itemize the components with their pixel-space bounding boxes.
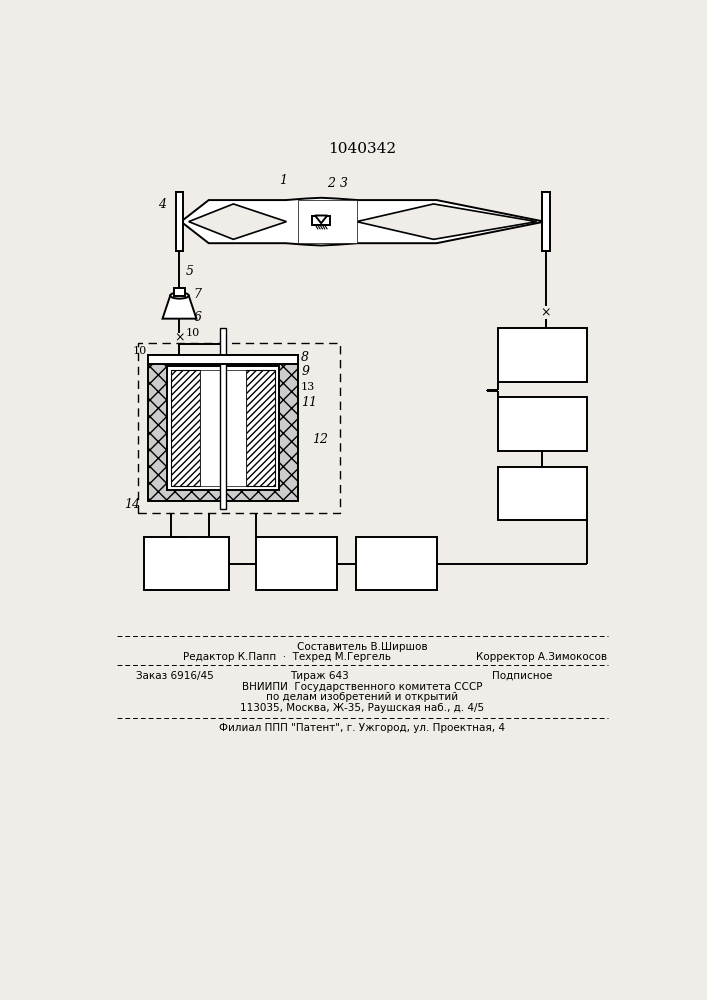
Bar <box>219 328 226 509</box>
Bar <box>498 397 587 451</box>
Text: 19: 19 <box>532 416 553 433</box>
Polygon shape <box>189 204 286 239</box>
Text: 18: 18 <box>532 485 553 502</box>
Text: 113035, Москва, Ж-35, Раушская наб., д. 4/5: 113035, Москва, Ж-35, Раушская наб., д. … <box>240 703 484 713</box>
Bar <box>175 192 183 251</box>
Text: ×: × <box>174 331 185 344</box>
Bar <box>148 355 298 364</box>
Polygon shape <box>163 296 197 319</box>
Bar <box>171 370 200 486</box>
Polygon shape <box>315 215 327 223</box>
Text: Редактор К.Папп  ·  Техред М.Гергель: Редактор К.Папп · Техред М.Гергель <box>182 652 390 662</box>
Bar <box>498 328 587 382</box>
Polygon shape <box>181 198 544 246</box>
Text: 16: 16 <box>285 555 306 572</box>
Polygon shape <box>356 204 537 239</box>
Text: 1: 1 <box>279 174 287 187</box>
Text: по делам изобретений и открытий: по делам изобретений и открытий <box>266 692 458 702</box>
Bar <box>167 366 279 490</box>
Text: 5: 5 <box>186 265 194 278</box>
Bar <box>256 537 337 590</box>
Text: 11: 11 <box>301 396 317 409</box>
Text: 20: 20 <box>532 346 553 363</box>
Text: 6: 6 <box>193 311 201 324</box>
Bar <box>200 370 246 486</box>
Text: 15: 15 <box>176 555 197 572</box>
Text: 7: 7 <box>193 288 201 301</box>
Text: Составитель В.Ширшов: Составитель В.Ширшов <box>297 642 427 652</box>
Text: Филиал ППП "Патент", г. Ужгород, ул. Проектная, 4: Филиал ППП "Патент", г. Ужгород, ул. Про… <box>219 723 505 733</box>
Text: 3: 3 <box>339 177 348 190</box>
Bar <box>174 288 185 296</box>
Text: 13: 13 <box>301 382 315 392</box>
Text: Тираж 643: Тираж 643 <box>291 671 349 681</box>
Text: Подписное: Подписное <box>492 671 552 681</box>
Text: 10: 10 <box>186 328 200 338</box>
Text: 14: 14 <box>124 498 140 512</box>
Text: ВНИИПИ  Государственного комитета СССР: ВНИИПИ Государственного комитета СССР <box>242 682 482 692</box>
Bar <box>356 537 437 590</box>
Text: 1040342: 1040342 <box>328 142 396 156</box>
Bar <box>144 537 229 590</box>
Text: 10: 10 <box>132 346 147 356</box>
Text: 8: 8 <box>301 351 309 364</box>
Text: 12: 12 <box>312 433 328 446</box>
Text: ×: × <box>541 306 551 319</box>
Bar <box>148 355 298 501</box>
Text: Заказ 6916/45: Заказ 6916/45 <box>136 671 214 681</box>
Text: 9: 9 <box>301 365 309 378</box>
Bar <box>498 466 587 520</box>
Bar <box>312 216 330 225</box>
Text: 17: 17 <box>385 555 407 572</box>
Bar <box>246 370 275 486</box>
Ellipse shape <box>170 292 189 299</box>
Text: 2: 2 <box>327 177 335 190</box>
Bar <box>542 192 550 251</box>
Bar <box>298 200 356 243</box>
Bar <box>138 343 339 513</box>
Text: Корректор А.Зимокосов: Корректор А.Зимокосов <box>477 652 607 662</box>
Text: 4: 4 <box>158 198 166 211</box>
